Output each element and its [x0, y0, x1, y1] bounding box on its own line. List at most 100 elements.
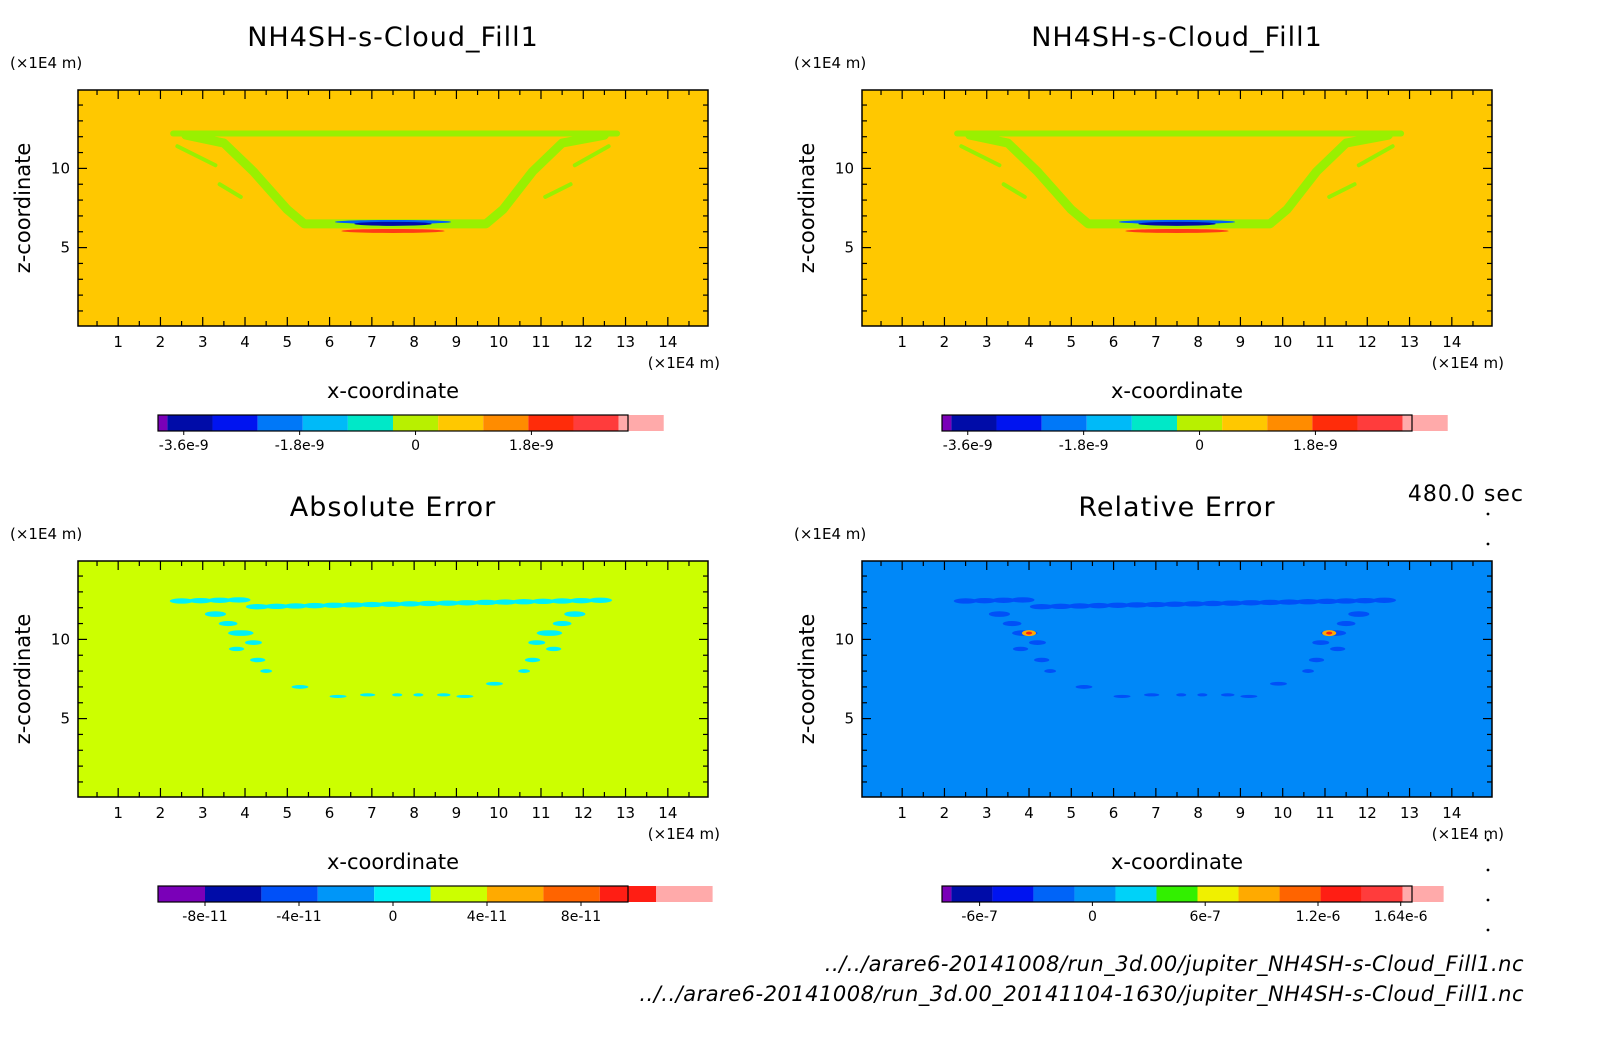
colorbar-swatch [1361, 886, 1403, 902]
error-blob [321, 602, 346, 608]
error-blob [207, 597, 232, 603]
x-unit-label: (×1E4 m) [1432, 354, 1504, 372]
error-blob [953, 598, 978, 604]
error-blob [340, 602, 365, 608]
cloud-band [217, 182, 243, 199]
plot-area [78, 90, 708, 326]
error-blob [245, 640, 262, 645]
colorbar-swatch [1279, 886, 1321, 902]
colorbar-swatch [1238, 886, 1280, 902]
x-tick-label: 13 [1400, 333, 1419, 351]
colorbar-swatch [1115, 886, 1157, 902]
error-blob [1113, 694, 1131, 699]
colorbar-swatch [347, 415, 393, 431]
error-blob [564, 611, 586, 617]
colorbar-tick-label: -1.8e-9 [1059, 438, 1109, 454]
error-blob [204, 611, 226, 617]
x-tick-label: 13 [1400, 804, 1419, 822]
file-path-1: ../../arare6-20141008/run_3d.00/jupiter_… [824, 952, 1524, 976]
positive-band [341, 228, 445, 233]
x-tick-label: 6 [1109, 804, 1119, 822]
cloud-band [175, 144, 218, 168]
error-blob [1075, 685, 1093, 689]
error-blob [1048, 603, 1073, 610]
error-blob [1105, 602, 1130, 608]
margin-dot [1486, 928, 1490, 932]
cloud-band [1327, 182, 1357, 199]
x-tick-label: 4 [240, 804, 250, 822]
error-blob [1353, 597, 1377, 604]
error-blob [1220, 693, 1235, 697]
error-blob [1330, 646, 1346, 652]
colorbar-swatch [996, 415, 1042, 431]
error-blob [360, 693, 376, 697]
colorbar-swatch [992, 886, 1034, 902]
error-blob [1144, 601, 1168, 608]
margin-dot [1486, 898, 1490, 902]
colorbar: -6e-7 0 6e-7 1.2e-6 1.64e-6 [941, 885, 1444, 925]
error-blob [1144, 693, 1160, 697]
error-blob [1348, 611, 1370, 617]
x-tick-label: 3 [198, 333, 208, 351]
field-layer [954, 130, 1405, 233]
cloud-band [572, 144, 611, 168]
margin-dot [1486, 838, 1490, 842]
chart-title: Relative Error [1078, 492, 1275, 523]
colorbar-swatch [257, 415, 303, 431]
error-blob [1029, 640, 1046, 645]
cloud-band [543, 182, 573, 199]
colorbar-swatch [302, 415, 348, 431]
error-blob [528, 640, 546, 645]
x-axis-label: x-coordinate [327, 379, 459, 403]
error-blob [413, 693, 424, 697]
error-blob [264, 603, 289, 610]
error-blob [245, 604, 270, 610]
colorbar-tick-label: 6e-7 [1189, 909, 1220, 925]
error-blob [360, 601, 384, 608]
colorbar-frame [157, 414, 629, 432]
x-tick-label: 9 [1236, 804, 1246, 822]
x-tick-label: 2 [940, 804, 950, 822]
error-blob [569, 597, 593, 604]
colorbar-swatch [942, 886, 952, 902]
error-blob [1240, 694, 1258, 699]
error-blob [1002, 621, 1022, 627]
negative-core [354, 221, 432, 226]
colorbar-swatch [573, 415, 619, 431]
error-blob [1312, 640, 1330, 645]
y-axis-label: z-coordinate [795, 143, 819, 274]
panel-4: Relative Error(×1E4 m)(×1E4 m)1 2 3 4 5 6 7 8 9 1… [794, 492, 1504, 925]
chart-title: Absolute Error [290, 492, 496, 523]
error-blob [1239, 600, 1263, 606]
x-tick-label: 8 [409, 333, 419, 351]
colorbar-swatch [528, 415, 574, 431]
x-tick-label: 8 [1193, 804, 1203, 822]
error-blob [226, 597, 251, 603]
error-blob [1029, 604, 1054, 610]
error-blob [1124, 602, 1149, 608]
y-unit-label: (×1E4 m) [10, 525, 82, 543]
x-tick-label: 6 [325, 804, 335, 822]
field-layer [169, 597, 613, 699]
error-blob [1315, 598, 1339, 605]
x-tick-label: 8 [409, 804, 419, 822]
error-blob [512, 599, 536, 605]
x-tick-label: 10 [1273, 804, 1292, 822]
x-tick-label: 10 [1273, 333, 1292, 351]
colorbar-swatch [212, 415, 258, 431]
x-tick-label: 10 [489, 333, 508, 351]
x-tick-label: 4 [1024, 333, 1034, 351]
y-axis-label: z-coordinate [11, 614, 35, 745]
x-tick-label: 12 [574, 804, 593, 822]
x-tick-label: 3 [198, 804, 208, 822]
error-blob [1197, 693, 1208, 697]
colorbar-tick-label: -6e-7 [961, 909, 998, 925]
x-tick-label: 8 [1193, 333, 1203, 351]
error-blob [302, 602, 327, 609]
error-blob [1270, 681, 1287, 686]
error-blob [588, 597, 613, 603]
error-blob [1296, 599, 1320, 605]
x-tick-label: 12 [574, 333, 593, 351]
x-tick-label: 11 [1315, 333, 1334, 351]
y-unit-label: (×1E4 m) [794, 525, 866, 543]
